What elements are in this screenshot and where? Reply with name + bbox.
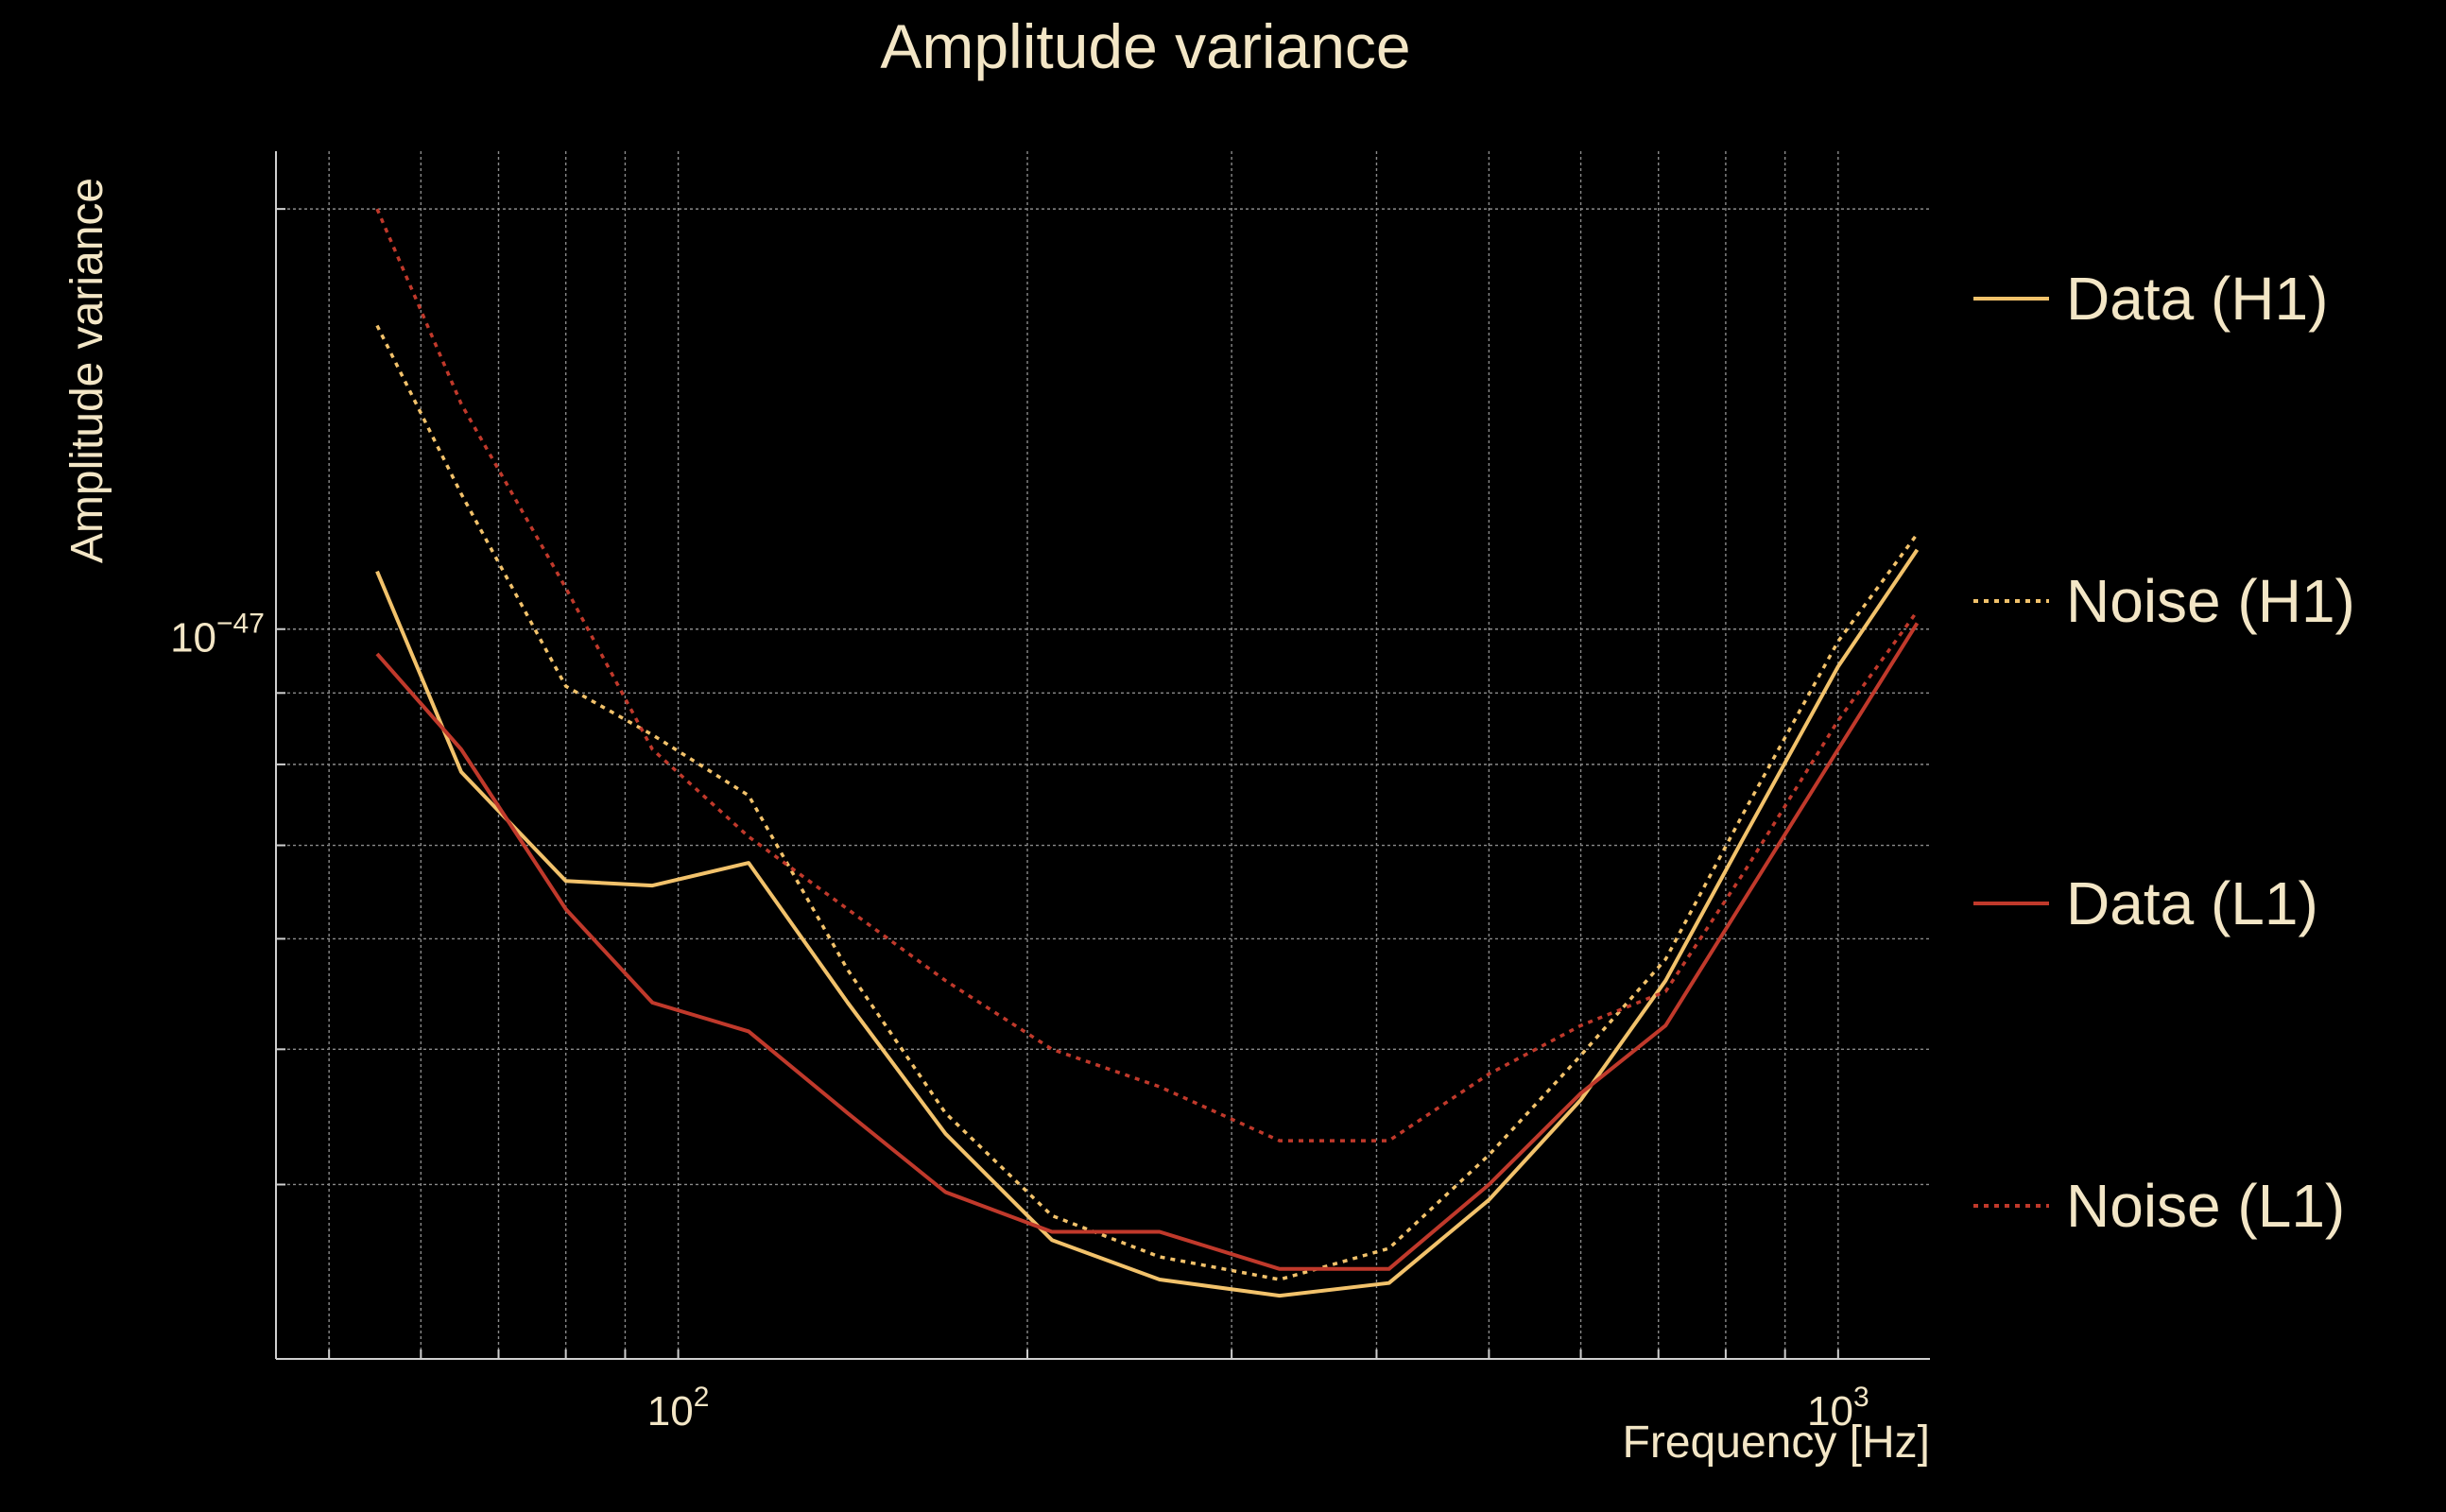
legend-label: Data (L1) bbox=[2066, 869, 2318, 937]
x-tick-label: 103 bbox=[1807, 1382, 1869, 1435]
y-axis-label: Amplitude variance bbox=[62, 178, 112, 563]
series-line-data-h1 bbox=[375, 548, 1920, 1298]
legend: Data (H1) Noise (H1) Data (L1) Noise (L1) bbox=[1973, 265, 2355, 1240]
axes: 102 103 10−47 bbox=[170, 151, 1930, 1435]
x-axis-label: Frequency [Hz] bbox=[1623, 1418, 1930, 1468]
series-line-noise-l1 bbox=[375, 208, 1919, 1143]
y-tick-label: 10−47 bbox=[170, 609, 265, 662]
grid bbox=[276, 151, 1930, 1359]
series-lines bbox=[375, 208, 1920, 1298]
series-line-noise-h1 bbox=[375, 324, 1919, 1281]
legend-label: Noise (L1) bbox=[2066, 1172, 2345, 1240]
series-line-data-l1 bbox=[375, 622, 1920, 1271]
legend-label: Noise (H1) bbox=[2066, 567, 2355, 635]
legend-label: Data (H1) bbox=[2066, 265, 2328, 333]
x-tick-label: 102 bbox=[647, 1382, 710, 1435]
chart-title: Amplitude variance bbox=[880, 11, 1410, 81]
